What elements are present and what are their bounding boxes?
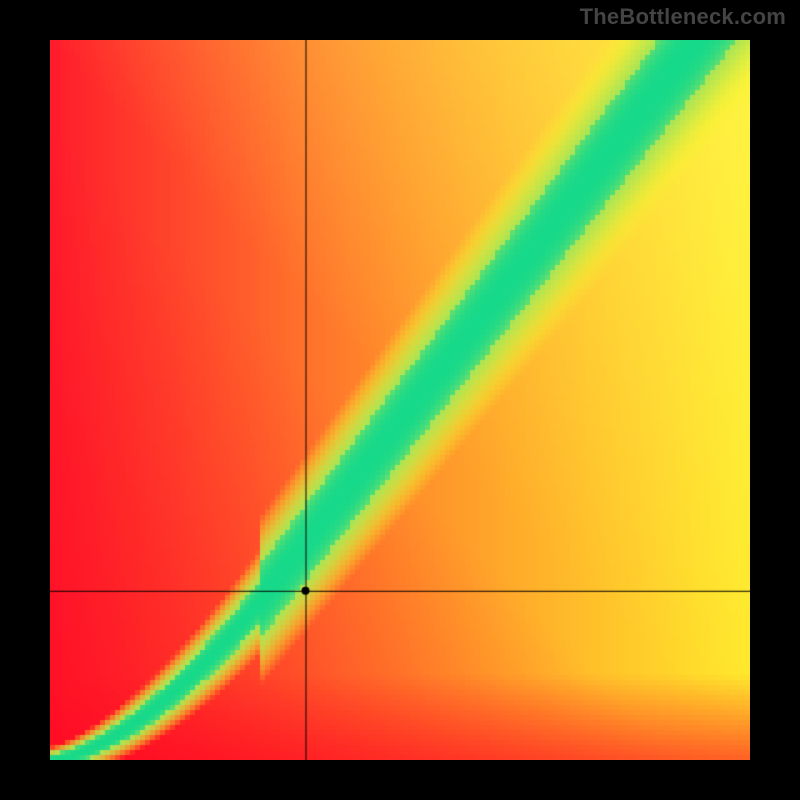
outer-frame: TheBottleneck.com [0, 0, 800, 800]
bottleneck-heatmap [50, 40, 750, 760]
watermark-text: TheBottleneck.com [580, 4, 786, 30]
